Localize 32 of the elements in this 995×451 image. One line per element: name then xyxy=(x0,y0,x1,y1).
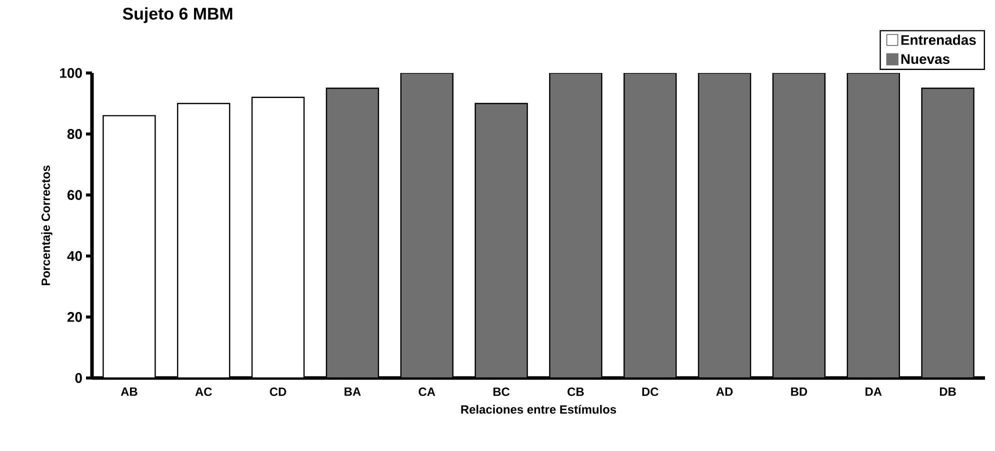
x-tick-label: DA xyxy=(866,388,882,396)
x-tick-label: BC xyxy=(493,388,510,396)
bar xyxy=(772,72,826,378)
y-tick-label: 20 xyxy=(67,312,82,322)
legend-label: Entrenadas xyxy=(901,34,976,45)
x-tick-label: CD xyxy=(270,388,286,396)
y-tick-label: 40 xyxy=(67,251,82,261)
x-tick-label: BA xyxy=(344,388,361,396)
bar xyxy=(474,102,528,378)
x-axis-title: Relaciones entre Estímulos xyxy=(461,404,616,414)
legend-label: Nuevas xyxy=(901,54,950,64)
x-tick-label: AC xyxy=(195,388,212,396)
x-tick-label: AB xyxy=(120,388,138,396)
chart-title: Sujeto 6 MBM xyxy=(122,7,232,24)
bar xyxy=(326,88,380,378)
y-tick-label: 0 xyxy=(75,373,82,383)
y-tick-label: 80 xyxy=(67,129,82,139)
bar xyxy=(549,72,602,378)
x-tick-label: AD xyxy=(716,388,733,396)
x-tick-label: BD xyxy=(791,388,808,396)
bar xyxy=(846,72,900,378)
bar xyxy=(624,72,677,378)
bar xyxy=(921,88,974,378)
y-tick-label: 60 xyxy=(67,190,82,200)
bar xyxy=(698,72,752,378)
x-tick-label: DC xyxy=(642,388,658,396)
x-tick-label: DB xyxy=(940,388,956,396)
x-tick-label: CA xyxy=(418,388,436,396)
bar xyxy=(400,72,454,378)
y-axis-title: Porcentaje Correctos xyxy=(41,166,52,286)
y-tick-label: 100 xyxy=(60,68,82,78)
x-tick-label: CB xyxy=(568,388,584,396)
